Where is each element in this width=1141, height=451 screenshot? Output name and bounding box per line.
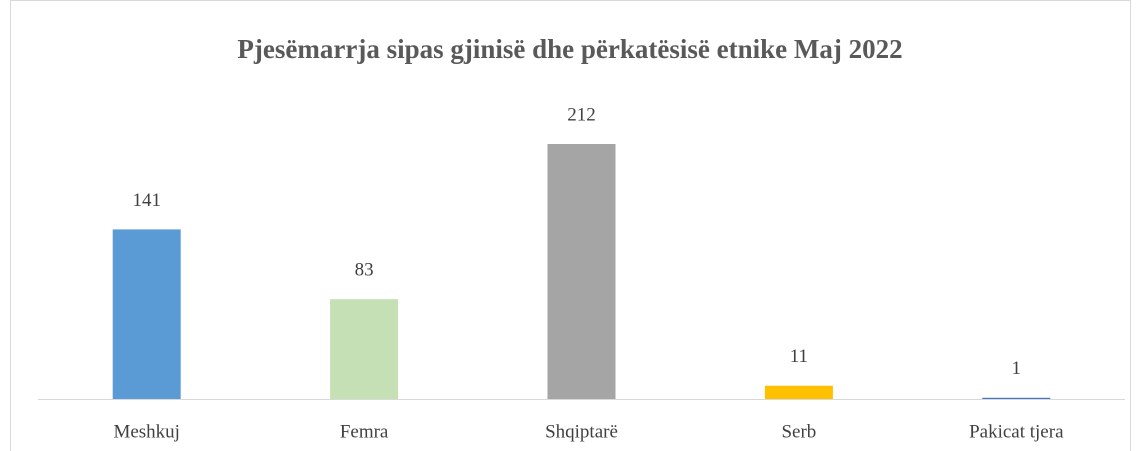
data-label: 141 (132, 190, 161, 211)
data-label: 11 (790, 346, 808, 367)
x-tick-label: Serb (781, 421, 816, 442)
x-tick-label: Meshkuj (113, 421, 180, 442)
x-tick-label: Shqiptarë (545, 421, 618, 442)
x-tick-label: Femra (340, 421, 389, 442)
chart-title: Pjesëmarrja sipas gjinisë dhe përkatësis… (237, 34, 902, 64)
bar (764, 385, 833, 399)
bar (330, 299, 399, 399)
bar (547, 144, 616, 399)
data-label: 1 (1012, 358, 1022, 379)
bar (982, 397, 1051, 399)
data-label: 212 (567, 104, 596, 125)
x-tick-label: Pakicat tjera (969, 421, 1064, 442)
bar (112, 229, 181, 399)
data-label: 83 (355, 260, 374, 281)
